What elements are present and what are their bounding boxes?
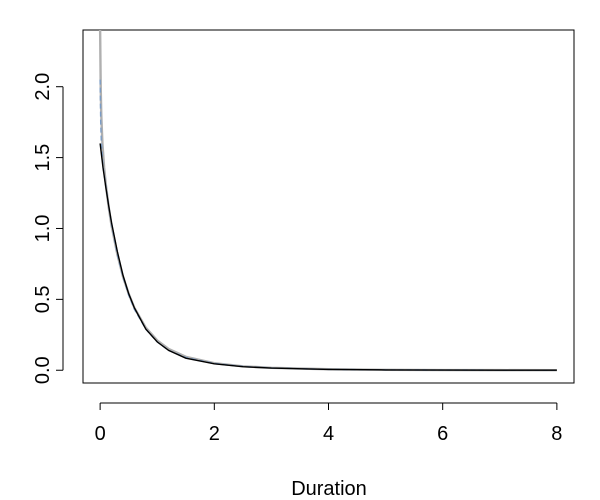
x-tick-label: 2 <box>209 423 220 445</box>
axes: 0 2 4 6 8 0.0 0.5 1.0 1.5 2.0 <box>32 29 575 445</box>
y-tick-label: 1.0 <box>32 215 54 243</box>
x-tick-label: 0 <box>95 423 106 445</box>
x-tick-label: 8 <box>551 423 562 445</box>
y-tick-label: 2.0 <box>32 73 54 101</box>
x-axis-title: Duration <box>291 478 367 500</box>
series-line-2 <box>99 79 557 371</box>
x-tick-label: 4 <box>323 423 334 445</box>
plot-frame <box>82 29 575 384</box>
plot-area <box>98 30 557 372</box>
y-tick-label: 0.5 <box>32 285 54 313</box>
series-line-3 <box>99 143 557 371</box>
y-tick-label: 1.5 <box>32 144 54 172</box>
y-tick-label: 0.0 <box>32 356 54 384</box>
series-line-1 <box>98 30 557 372</box>
x-tick-label: 6 <box>437 423 448 445</box>
